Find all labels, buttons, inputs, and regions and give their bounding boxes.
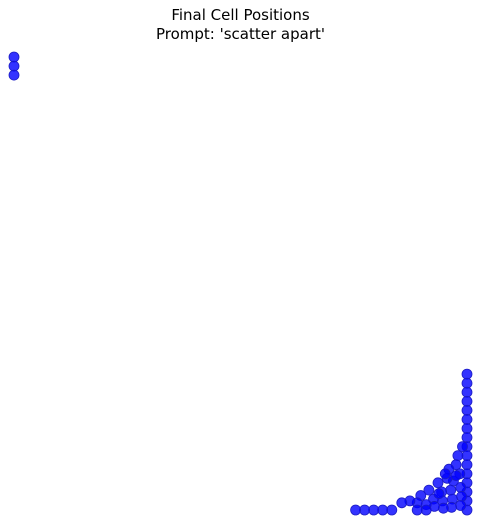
scatter-point bbox=[423, 484, 435, 496]
scatter-point bbox=[433, 488, 445, 500]
scatter-point bbox=[377, 504, 389, 516]
scatter-point bbox=[457, 441, 468, 453]
scatter-point bbox=[439, 468, 451, 480]
scatter-point bbox=[411, 504, 423, 516]
scatter-point bbox=[461, 459, 473, 471]
scatter-point bbox=[350, 504, 362, 516]
scatter-point bbox=[461, 450, 473, 462]
scatter-point bbox=[461, 423, 473, 434]
scatter-point bbox=[420, 504, 432, 516]
scatter-point bbox=[8, 69, 20, 81]
scatter-point bbox=[437, 502, 449, 514]
chart-title: Final Cell Positions bbox=[171, 6, 310, 24]
scatter-point bbox=[461, 404, 473, 416]
scatter-point bbox=[456, 490, 468, 502]
scatter-point bbox=[445, 484, 457, 496]
scatter-point bbox=[368, 504, 380, 516]
scatter-point bbox=[461, 368, 473, 380]
scatter-point bbox=[455, 481, 467, 493]
scatter-point bbox=[461, 432, 473, 443]
scatter-point bbox=[461, 377, 473, 389]
scatter-point bbox=[461, 386, 473, 398]
chart-title-block: Final Cell Positions Prompt: 'scatter ap… bbox=[0, 6, 481, 44]
scatter-point bbox=[450, 470, 462, 482]
scatter-point bbox=[461, 395, 473, 407]
chart-subtitle: Prompt: 'scatter apart' bbox=[155, 25, 325, 43]
scatter-point bbox=[452, 450, 464, 462]
scatter-point bbox=[461, 413, 473, 425]
scatter-point bbox=[8, 60, 20, 72]
scatter-point bbox=[8, 51, 20, 63]
scatter-point bbox=[432, 477, 444, 489]
scatter-point bbox=[359, 504, 371, 516]
scatter-point bbox=[455, 500, 467, 511]
scatter-point bbox=[386, 504, 398, 516]
scatter-point bbox=[396, 497, 408, 509]
scatter-points-layer bbox=[8, 51, 473, 516]
